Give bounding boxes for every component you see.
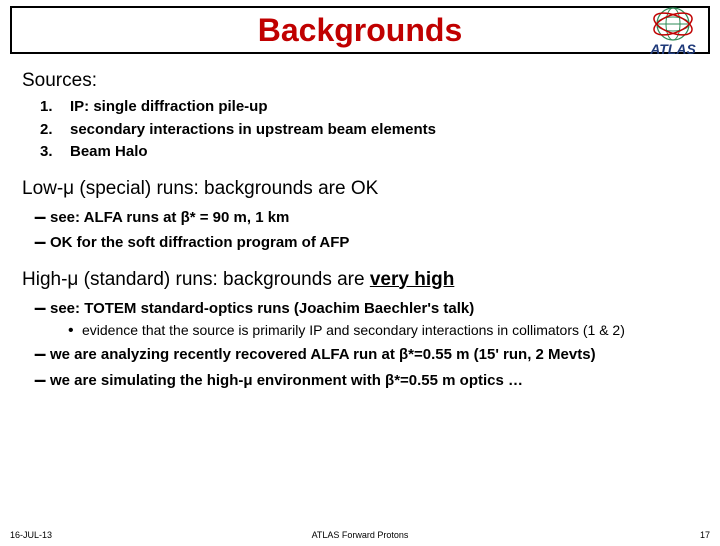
bullet-icon: • (68, 323, 82, 339)
list-item: 3. Beam Halo (40, 141, 698, 164)
item-text: evidence that the source is primarily IP… (82, 320, 625, 341)
item-number: 2. (40, 119, 70, 142)
item-text: OK for the soft diffraction program of A… (50, 232, 349, 255)
footer-title: ATLAS Forward Protons (312, 530, 409, 540)
dash-icon: – (34, 231, 50, 253)
item-text: we are simulating the high-μ environment… (50, 370, 523, 393)
title-bar: Backgrounds ATLAS (10, 6, 710, 54)
item-text: Beam Halo (70, 141, 148, 164)
atlas-logo: ATLAS (634, 6, 712, 58)
item-text: IP: single diffraction pile-up (70, 96, 268, 119)
high-mu-list: – see: TOTEM standard-optics runs (Joach… (34, 295, 698, 393)
list-item: – see: TOTEM standard-optics runs (Joach… (34, 295, 698, 321)
footer: 16-JUL-13 ATLAS Forward Protons 17 (0, 530, 720, 540)
sources-heading: Sources: (22, 70, 698, 92)
item-number: 1. (40, 96, 70, 119)
list-item: – we are analyzing recently recovered AL… (34, 341, 698, 367)
item-text: see: ALFA runs at β* = 90 m, 1 km (50, 207, 289, 230)
list-item: – we are simulating the high-μ environme… (34, 367, 698, 393)
high-mu-heading: High-μ (standard) runs: backgrounds are … (22, 269, 698, 291)
list-item: – OK for the soft diffraction program of… (34, 229, 698, 255)
item-text: see: TOTEM standard-optics runs (Joachim… (50, 298, 474, 321)
footer-page-number: 17 (700, 530, 710, 540)
footer-date: 16-JUL-13 (10, 530, 52, 540)
list-item: 2. secondary interactions in upstream be… (40, 119, 698, 142)
low-mu-list: – see: ALFA runs at β* = 90 m, 1 km – OK… (34, 204, 698, 255)
list-item: – see: ALFA runs at β* = 90 m, 1 km (34, 204, 698, 230)
heading-prefix: High-μ (standard) runs: backgrounds are (22, 269, 370, 290)
slide-title: Backgrounds (258, 12, 462, 49)
item-text: secondary interactions in upstream beam … (70, 119, 436, 142)
item-number: 3. (40, 141, 70, 164)
dash-icon: – (34, 343, 50, 365)
dash-icon: – (34, 369, 50, 391)
slide-content: Sources: 1. IP: single diffraction pile-… (0, 54, 720, 392)
dash-icon: – (34, 206, 50, 228)
list-item: 1. IP: single diffraction pile-up (40, 96, 698, 119)
heading-emphasis: very high (370, 269, 454, 290)
low-mu-heading: Low-μ (special) runs: backgrounds are OK (22, 178, 698, 200)
item-text: we are analyzing recently recovered ALFA… (50, 344, 596, 367)
sub-item: • evidence that the source is primarily … (68, 320, 698, 341)
sources-list: 1. IP: single diffraction pile-up 2. sec… (40, 96, 698, 164)
logo-text: ATLAS (649, 41, 696, 57)
dash-icon: – (34, 297, 50, 319)
